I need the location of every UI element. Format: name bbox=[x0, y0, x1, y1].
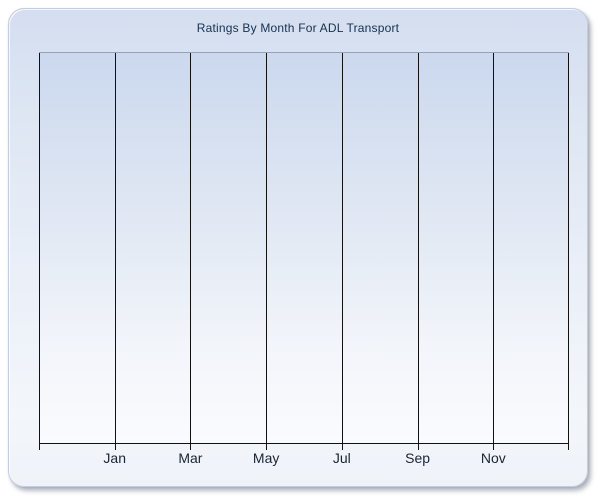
chart-title: Ratings By Month For ADL Transport bbox=[196, 21, 400, 35]
chart-panel: Ratings By Month For ADL Transport Jan Ma… bbox=[8, 8, 588, 487]
gridline bbox=[190, 53, 192, 443]
axis-tick bbox=[190, 444, 192, 450]
axis-tick bbox=[417, 444, 419, 450]
gridline bbox=[417, 53, 419, 443]
x-axis-label: May bbox=[252, 450, 280, 466]
axis-tick bbox=[341, 444, 343, 450]
x-axis-label: Jan bbox=[103, 450, 126, 466]
axis-tick bbox=[266, 444, 268, 450]
x-axis-label: Sep bbox=[405, 450, 431, 466]
axis-tick bbox=[568, 444, 569, 450]
x-axis-label: Mar bbox=[178, 450, 203, 466]
gridline bbox=[39, 53, 40, 443]
axis-tick bbox=[39, 444, 40, 450]
axis-tick bbox=[493, 444, 495, 450]
gridline bbox=[341, 53, 343, 443]
x-axis-label: Jul bbox=[332, 450, 351, 466]
axis-tick bbox=[114, 444, 116, 450]
plot-area: Jan Mar May Jul Sep Nov bbox=[39, 52, 569, 466]
gridline bbox=[493, 53, 495, 443]
gridline bbox=[266, 53, 268, 443]
x-axis-label: Nov bbox=[480, 450, 506, 466]
gridline bbox=[114, 53, 116, 443]
gridline bbox=[568, 53, 569, 443]
